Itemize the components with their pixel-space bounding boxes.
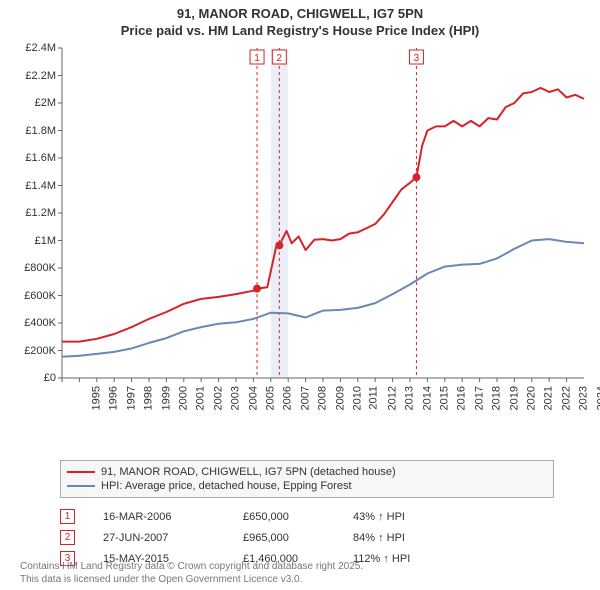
x-tick-label: 2023 [578,386,590,410]
x-tick-label: 1999 [160,386,172,410]
x-tick-label: 2003 [230,386,242,410]
x-tick-label: 2010 [351,386,363,410]
x-tick-label: 2016 [456,386,468,410]
footer-line-2: This data is licensed under the Open Gov… [20,574,580,587]
svg-text:3: 3 [414,53,420,64]
event-marker-icon: 1 [60,509,75,524]
title-line-1: 91, MANOR ROAD, CHIGWELL, IG7 5PN [0,6,600,21]
y-tick-label: £1.2M [8,207,56,219]
x-tick-label: 2007 [299,386,311,410]
price-chart: 1 2 3 [8,42,592,422]
x-tick-label: 2002 [212,386,224,410]
legend-label: HPI: Average price, detached house, Eppi… [101,480,352,492]
x-tick-label: 2020 [525,386,537,410]
event-hpi: 84% ↑ HPI [353,532,540,544]
x-tick-label: 2011 [368,386,380,410]
y-tick-label: £2.4M [8,42,56,54]
legend-swatch [67,485,95,487]
x-tick-label: 2008 [317,386,329,410]
legend-item: HPI: Average price, detached house, Eppi… [67,479,547,493]
chart-titles: 91, MANOR ROAD, CHIGWELL, IG7 5PN Price … [0,0,600,38]
event-marker-icon: 2 [60,530,75,545]
y-tick-label: £1M [8,235,56,247]
x-tick-label: 2017 [473,386,485,410]
y-tick-label: £0 [8,372,56,384]
x-tick-label: 2021 [543,386,555,410]
event-row: 2 27-JUN-2007 £965,000 84% ↑ HPI [60,527,540,548]
x-tick-label: 2012 [386,386,398,410]
footer-line-1: Contains HM Land Registry data © Crown c… [20,561,580,574]
y-tick-label: £200K [8,345,56,357]
x-tick-label: 1996 [108,386,120,410]
x-tick-label: 2000 [177,386,189,410]
x-tick-label: 2004 [247,386,259,410]
x-tick-label: 2014 [421,386,433,410]
x-tick-label: 2019 [508,386,520,410]
event-price: £650,000 [243,511,353,523]
legend-item: 91, MANOR ROAD, CHIGWELL, IG7 5PN (detac… [67,465,547,479]
event-price: £965,000 [243,532,353,544]
x-tick-label: 2018 [491,386,503,410]
x-tick-label: 1995 [90,386,102,410]
event-row: 1 16-MAR-2006 £650,000 43% ↑ HPI [60,506,540,527]
legend: 91, MANOR ROAD, CHIGWELL, IG7 5PN (detac… [60,460,554,498]
y-tick-label: £800K [8,262,56,274]
x-tick-label: 2024 [595,386,600,410]
x-tick-label: 1997 [125,386,137,410]
svg-text:2: 2 [277,53,283,64]
chart-container: 1 2 3 £0 £200K £400K £600K £800K £1M £1.2M £1.4M £… [8,42,592,422]
svg-text:1: 1 [254,53,260,64]
x-tick-label: 2013 [404,386,416,410]
x-tick-label: 2006 [282,386,294,410]
event-hpi: 43% ↑ HPI [353,511,540,523]
y-tick-label: £1.8M [8,125,56,137]
y-tick-label: £1.6M [8,152,56,164]
x-tick-label: 2001 [195,386,207,410]
legend-label: 91, MANOR ROAD, CHIGWELL, IG7 5PN (detac… [101,466,396,478]
x-tick-label: 1998 [143,386,155,410]
legend-swatch [67,471,95,473]
y-tick-label: £1.4M [8,180,56,192]
x-tick-label: 2022 [560,386,572,410]
x-tick-label: 2005 [264,386,276,410]
event-table: 1 16-MAR-2006 £650,000 43% ↑ HPI 2 27-JU… [60,506,540,569]
y-tick-label: £600K [8,290,56,302]
footer-attribution: Contains HM Land Registry data © Crown c… [20,561,580,586]
y-tick-label: £2.2M [8,70,56,82]
event-date: 16-MAR-2006 [103,511,243,523]
x-tick-label: 2009 [334,386,346,410]
x-tick-label: 2015 [438,386,450,410]
title-line-2: Price paid vs. HM Land Registry's House … [0,23,600,38]
event-date: 27-JUN-2007 [103,532,243,544]
y-tick-label: £400K [8,317,56,329]
y-tick-label: £2M [8,97,56,109]
